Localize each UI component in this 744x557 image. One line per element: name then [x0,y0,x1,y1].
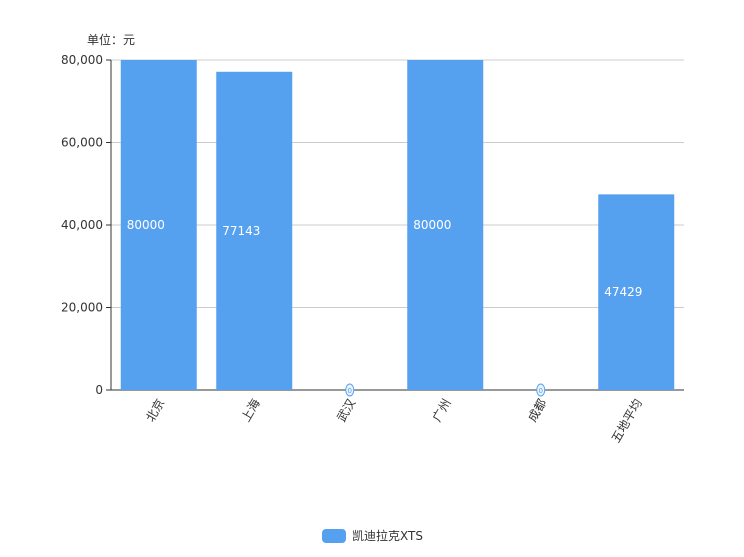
bar [598,194,675,390]
legend-label: 凯迪拉克XTS [352,529,423,543]
x-tick-label: 广州 [430,397,454,425]
data-label: 77143 [222,224,260,238]
data-label: 80000 [413,218,451,232]
y-tick-label: 0 [95,383,103,397]
y-tick-label: 60,000 [61,136,103,150]
legend-swatch [322,528,346,543]
y-tick-label: 40,000 [61,218,103,232]
bar [407,60,484,390]
zero-marker [345,383,355,397]
x-tick-label: 上海 [238,396,263,424]
x-tick-label: 成都 [525,397,549,425]
data-label: 0 [539,387,543,395]
data-label: 80000 [127,218,165,232]
bar [120,60,197,390]
y-tick-label: 20,000 [61,301,103,315]
bar [216,71,293,390]
data-label: 0 [348,387,352,395]
data-label: 47429 [604,285,642,299]
x-tick-label: 北京 [143,397,167,425]
unit-label: 单位：元 [87,33,136,47]
legend[interactable]: 凯迪拉克XTS [322,527,423,544]
y-tick-label: 80,000 [61,53,103,67]
zero-marker [536,383,546,397]
x-tick-label: 武汉 [334,397,358,425]
x-tick-label: 五地平均 [609,397,645,446]
